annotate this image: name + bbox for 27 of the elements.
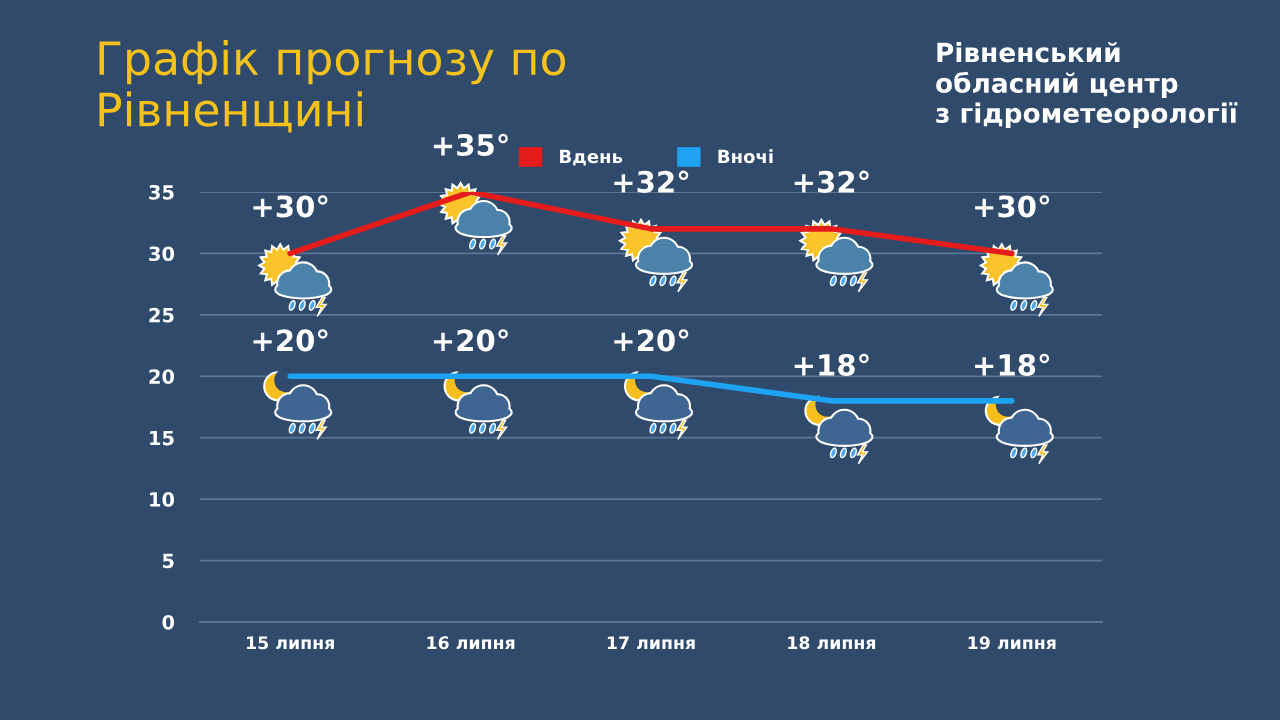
data-label: +35°: [433, 133, 508, 157]
data-label: +20°: [614, 329, 689, 352]
legend-label: Вдень: [560, 149, 623, 166]
data-label: +20°: [433, 329, 508, 352]
data-label: +30°: [975, 195, 1050, 218]
x-tick-label: 15 липня: [247, 636, 334, 650]
x-tick-label: 17 липня: [607, 636, 695, 650]
chart-title: Графік прогнозу по Рівненщині: [99, 40, 566, 133]
x-tick-label: 19 липня: [968, 636, 1056, 650]
data-label: +32°: [614, 170, 689, 193]
y-tick-label: 30: [149, 246, 175, 262]
y-tick-label: 25: [149, 307, 174, 323]
data-label: +30°: [253, 195, 328, 218]
y-tick-label: 5: [162, 553, 174, 569]
y-tick-label: 10: [150, 492, 175, 507]
y-tick-label: 35: [149, 184, 174, 200]
y-tick-label: 20: [149, 369, 175, 384]
data-label: +20°: [253, 329, 328, 352]
text: Рівненський обласний центр з гідрометеорології: [936, 41, 1238, 129]
data-label: +18°: [975, 353, 1050, 376]
data-label: +18°: [794, 353, 869, 376]
x-tick-label: 18 липня: [788, 636, 876, 650]
y-tick-label: 15: [150, 430, 174, 446]
x-tick-label: 16 липня: [427, 636, 515, 650]
data-label: +32°: [794, 170, 869, 193]
y-tick-label: 0: [162, 614, 175, 630]
legend-label: Вночі: [718, 149, 773, 164]
